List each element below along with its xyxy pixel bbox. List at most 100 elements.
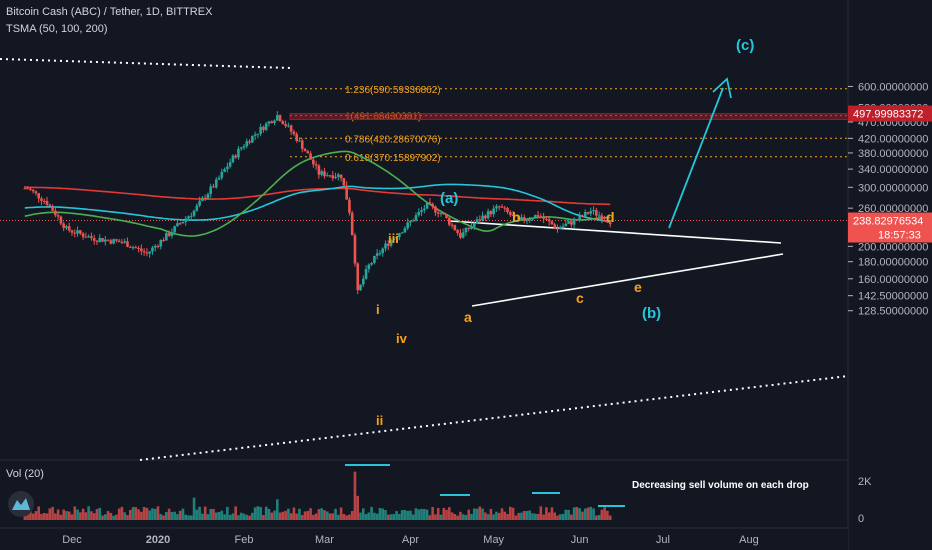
candle-body [98,238,102,242]
candle-body [242,146,246,148]
volume-bar [98,507,102,520]
candle-body [533,215,537,219]
candle-body [48,204,52,206]
fib-label: 1.236(590.59336862) [345,85,441,96]
volume-bar [453,513,457,520]
candle-body [214,179,218,188]
candle-body [195,205,199,211]
wave-label: e [634,279,642,295]
candle-body [606,220,609,223]
lower-dotted-line [139,375,849,461]
tradingview-logo-icon [8,491,34,517]
volume-bar [281,511,285,520]
candle-body [262,126,265,130]
candle-body [545,218,548,220]
volume-bar [528,510,532,520]
candle-body [556,228,559,230]
volume-bar [242,513,246,520]
volume-bar [137,509,140,520]
volume-bar [34,511,38,520]
volume-bar [92,513,96,520]
volume-bar [167,508,171,520]
candle-body [428,202,432,204]
volume-bar [467,509,471,520]
candle-body [409,220,412,223]
x-tick-label: Feb [235,534,254,546]
candle-body [320,171,323,175]
volume-bar [262,515,265,520]
candle-body [123,241,127,243]
ma-50-line [24,150,611,237]
candle-body [403,228,407,233]
candle-body [237,148,240,158]
volume-bar [328,513,332,520]
volume-bar [531,513,534,520]
volume-bar [51,506,54,520]
candle-body [165,233,168,241]
volume-bar [550,507,554,520]
candle-body [578,215,581,221]
volume-bar [140,511,143,520]
volume-bar [323,510,326,520]
candle-body [517,215,520,220]
candle-body [312,159,315,165]
candle-body [231,155,235,163]
volume-bar [381,508,385,520]
candle-body [489,211,493,215]
candle-body [600,215,604,220]
volume-bar [73,506,77,520]
volume-bar [434,514,437,520]
volume-bar [226,506,229,520]
candle-body [203,197,207,199]
candle-body [76,230,79,234]
volume-bar [356,495,360,520]
candle-body [56,215,60,217]
candle-body [539,216,543,218]
candle-body [103,239,107,242]
volume-bar [267,508,271,520]
candle-body [461,232,465,238]
volume-bar [464,515,468,520]
candle-body [570,221,573,225]
candle-body [500,206,504,208]
volume-bar [251,512,254,520]
axis-bg [848,0,932,550]
x-tick-label: May [483,534,504,546]
candle-body [492,208,495,215]
candle-body [442,212,446,215]
candle-body [445,214,448,218]
candle-body [26,188,29,190]
candle-body [583,211,587,217]
candle-body [597,215,601,217]
candle-body [162,239,165,241]
projection-arrow [668,87,724,229]
candle-body [331,175,335,179]
wave-label: (c) [736,37,754,54]
candle-body [137,247,140,249]
volume-bar [134,507,138,520]
volume-bar [589,506,593,520]
candle-body [42,200,46,202]
candle-body [439,212,443,214]
candle-body [345,185,348,200]
candle-body [572,219,576,225]
candle-body [181,221,185,224]
volume-bar [525,511,529,520]
wave-label: (b) [642,305,661,322]
candle-body [212,186,215,188]
candle-body [506,208,509,213]
candle-body [34,191,38,194]
volume-bar [459,511,462,520]
volume-bar [475,508,479,520]
candle-body [256,133,260,135]
volume-bar [84,512,88,520]
candle-body [273,120,276,124]
volume-bar [76,509,79,520]
candle-body [148,251,151,254]
candle-body [87,236,90,238]
candle-body [586,211,590,214]
y-tick-label: 600.00000000 [858,81,928,93]
y-tick-label: 340.00000000 [858,164,928,176]
candle-body [567,221,570,224]
